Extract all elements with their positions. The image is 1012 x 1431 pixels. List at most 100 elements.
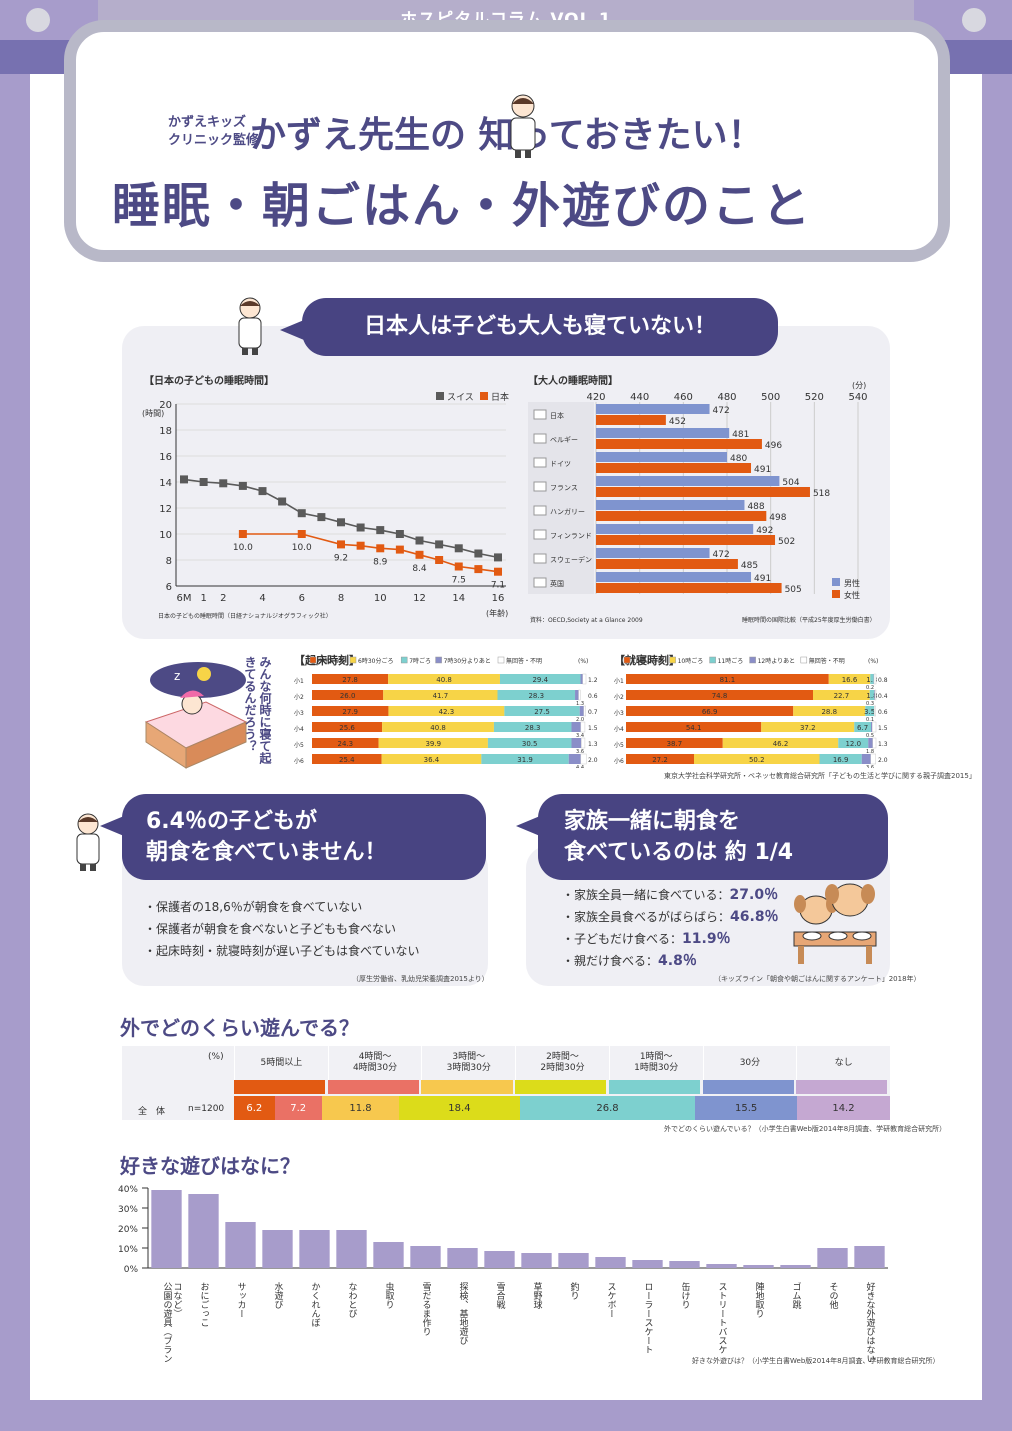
segment-label: 27.2 bbox=[652, 756, 668, 764]
family-source: （キッズライン「朝食や朝ごはんに関するアンケート」2018年） bbox=[714, 975, 921, 983]
segment-label: 81.1 bbox=[720, 676, 736, 684]
bar-segment bbox=[578, 689, 581, 701]
bar-segment bbox=[828, 674, 871, 684]
y-tick-label: 20% bbox=[118, 1225, 138, 1235]
legend-swatch bbox=[832, 590, 840, 598]
japan-point bbox=[415, 550, 424, 559]
svg-text:z: z bbox=[174, 669, 180, 683]
fact-value: 46.8％ bbox=[730, 909, 779, 925]
bar-segment bbox=[694, 754, 820, 764]
chart-title: 【大人の睡眠時間】 bbox=[528, 374, 618, 387]
breakfast-headline-line1: 6.4％の子どもが bbox=[146, 809, 317, 834]
swiss-point bbox=[199, 478, 208, 486]
bar-segment bbox=[580, 674, 583, 684]
legend-label: 6時より前 bbox=[318, 657, 346, 665]
bar-value-label: 480 bbox=[730, 454, 747, 464]
swiss-point bbox=[180, 475, 188, 484]
bar-segment bbox=[813, 690, 870, 700]
x-tick-label: 釣り bbox=[569, 1281, 580, 1300]
bar bbox=[151, 1190, 182, 1268]
segment-label: 3.4 bbox=[576, 733, 584, 739]
bar-segment bbox=[378, 738, 488, 748]
category-label: 小3 bbox=[294, 709, 304, 717]
segment-label: 3.6 bbox=[576, 749, 584, 755]
bar-segment bbox=[504, 706, 580, 716]
bar-value-label: 472 bbox=[713, 550, 730, 560]
legend-label: 日本 bbox=[491, 391, 509, 403]
outdoor-segment: 11.8 bbox=[321, 1096, 400, 1120]
flag-icon bbox=[533, 433, 547, 444]
swiss-point bbox=[297, 509, 306, 518]
fact-label: ・家族全員一緒に食べている： bbox=[562, 888, 730, 902]
family-breakfast-illustration bbox=[793, 883, 877, 964]
segment-label: 16.6 bbox=[842, 676, 858, 684]
bar bbox=[596, 428, 730, 438]
segment-label: 40.8 bbox=[430, 724, 446, 732]
wake-time-chart: 【起床時刻】6時より前 6時30分ごろ 7時ごろ 7時30分よりあと 無回答・不明 (%)… bbox=[294, 653, 598, 768]
y-tick-label: 14 bbox=[159, 478, 172, 489]
legend-swatch bbox=[309, 656, 317, 664]
flag-icon bbox=[533, 481, 547, 492]
breakfast-facts: ・保護者の18,6％が朝食を食べていない ・保護者が朝食を食べないと子どもも食べ… bbox=[144, 896, 420, 962]
list-item: ・家族全員一緒に食べている：27.0％ bbox=[562, 884, 779, 906]
bar-segment bbox=[793, 706, 866, 716]
segment-label: 2.0 bbox=[576, 717, 584, 723]
segment-label: 30.5 bbox=[522, 740, 538, 748]
color-key-swatch bbox=[327, 1080, 419, 1094]
segment-label: 0.1 bbox=[866, 717, 874, 723]
data-label: 7.1 bbox=[491, 581, 505, 591]
bar bbox=[596, 487, 810, 497]
segment-label: 38.7 bbox=[667, 740, 683, 748]
supervisor-label: かずえキッズ クリニック監修 bbox=[168, 114, 259, 150]
x-tick-label: かくれんぼ bbox=[310, 1282, 321, 1327]
breakfast-source: （厚生労働省、乳幼児栄養調査2015より） bbox=[352, 975, 489, 983]
bar-segment bbox=[626, 674, 829, 684]
x-tick-label: 好きな外遊びはない bbox=[865, 1281, 876, 1363]
swiss-point bbox=[376, 526, 385, 535]
outdoor-category-header: 3時間～ 3時間30分 bbox=[421, 1046, 515, 1080]
bar-segment bbox=[579, 706, 584, 716]
bar bbox=[596, 452, 727, 462]
bar-segment bbox=[581, 737, 586, 749]
y-tick-label: 12 bbox=[159, 504, 172, 515]
y-tick-label: 10% bbox=[118, 1245, 138, 1255]
x-tick-label: 缶けり bbox=[680, 1281, 691, 1309]
category-label: 小2 bbox=[614, 693, 624, 701]
bar bbox=[743, 1265, 774, 1268]
flag-icon bbox=[533, 505, 547, 516]
adult-sleep-chart: 【大人の睡眠時間】 (分) 420 440 460 480 500 520 540 日本 472 45… bbox=[528, 374, 876, 624]
legend-label: 12時よりあと bbox=[758, 657, 796, 665]
data-label: 7.5 bbox=[452, 576, 466, 586]
outdoor-category-header: 2時間～ 2時間30分 bbox=[515, 1046, 609, 1080]
bar-segment bbox=[874, 690, 875, 700]
bar-value-label: 491 bbox=[754, 465, 771, 475]
binder-hole bbox=[26, 8, 50, 32]
japan-point bbox=[297, 530, 306, 538]
segment-label: 24.3 bbox=[337, 740, 353, 748]
bar-segment bbox=[874, 689, 877, 701]
data-label: 10.0 bbox=[292, 543, 312, 553]
category-label: 小3 bbox=[614, 709, 624, 717]
segment-label: 28.3 bbox=[528, 692, 544, 700]
bar-segment bbox=[873, 673, 877, 685]
bar bbox=[299, 1230, 330, 1268]
outdoor-segment: 18.4 bbox=[399, 1096, 520, 1120]
legend-label: スイス bbox=[447, 393, 474, 403]
segment-label: 50.2 bbox=[749, 756, 765, 764]
bar bbox=[817, 1248, 848, 1268]
swiss-point bbox=[494, 553, 502, 562]
bar-segment bbox=[571, 738, 582, 748]
bar bbox=[262, 1230, 293, 1268]
japan-point bbox=[435, 556, 444, 564]
segment-label: 28.3 bbox=[525, 724, 541, 732]
category-label: 日本 bbox=[550, 411, 564, 420]
bar-segment bbox=[874, 705, 876, 717]
japan-point bbox=[376, 544, 385, 553]
bar bbox=[558, 1253, 589, 1268]
category-label: スウェーデン bbox=[550, 555, 592, 564]
legend-swatch bbox=[436, 392, 444, 400]
bar-segment bbox=[761, 722, 855, 732]
doctor-icon bbox=[76, 813, 100, 871]
bar-value-label: 488 bbox=[747, 502, 764, 512]
y-axis-label: (時間) bbox=[142, 409, 164, 418]
